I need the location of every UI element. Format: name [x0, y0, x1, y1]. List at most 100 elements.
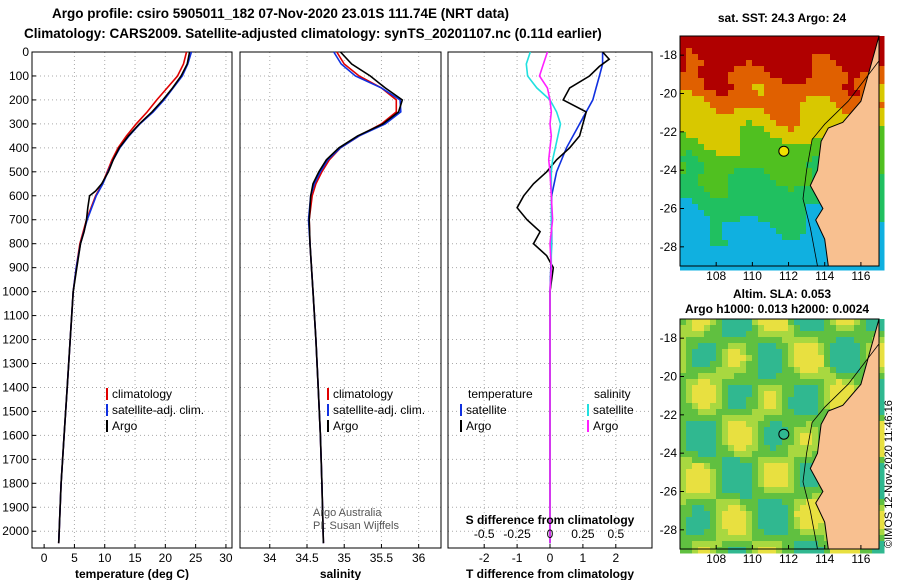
map-cell — [776, 210, 783, 217]
map-cell — [764, 60, 771, 67]
y-tick-label: 1900 — [2, 500, 29, 514]
map-cell — [818, 319, 825, 326]
map-cell — [812, 60, 819, 67]
map-cell — [818, 415, 825, 422]
map-cell — [746, 433, 753, 440]
map-cell — [752, 156, 759, 163]
map-cell — [788, 54, 795, 61]
map-cell — [746, 523, 753, 530]
map-cell — [770, 102, 777, 109]
map-cell — [728, 252, 735, 259]
map-cell — [818, 132, 825, 139]
map-cell — [698, 409, 705, 416]
map-cell — [854, 379, 861, 386]
map-cell — [788, 523, 795, 530]
map-cell — [686, 102, 693, 109]
map-cell — [716, 529, 723, 536]
map-cell — [782, 343, 789, 350]
map-cell — [788, 180, 795, 187]
map-cell — [698, 355, 705, 362]
map-cell — [734, 535, 741, 542]
map-cell — [686, 132, 693, 139]
map-cell — [770, 463, 777, 470]
map-cell — [818, 78, 825, 85]
map-cell — [740, 162, 747, 169]
map-cell — [776, 457, 783, 464]
map-cell — [686, 379, 693, 386]
map-cell — [800, 499, 807, 506]
map-cell — [692, 481, 699, 488]
map-cell — [692, 114, 699, 121]
map-cell — [800, 427, 807, 434]
s-tick-label: -0.25 — [503, 527, 531, 541]
map-lon-label: 110 — [743, 269, 762, 283]
map-cell — [740, 258, 747, 265]
map-cell — [698, 54, 705, 61]
map-cell — [722, 379, 729, 386]
map-cell — [680, 114, 687, 121]
map-cell — [806, 174, 813, 181]
map-cell — [734, 439, 741, 446]
map-cell — [752, 433, 759, 440]
map-cell — [722, 325, 729, 332]
map-cell — [812, 319, 819, 326]
map-cell — [830, 120, 837, 127]
map-cell — [758, 54, 765, 61]
map-cell — [800, 156, 807, 163]
map-cell — [770, 120, 777, 127]
map-cell — [728, 120, 735, 127]
map-cell — [818, 96, 825, 103]
map-cell — [752, 499, 759, 506]
map-cell — [794, 319, 801, 326]
map-cell — [776, 409, 783, 416]
map-cell — [794, 120, 801, 127]
map-cell — [734, 168, 741, 175]
map-cell — [692, 264, 699, 271]
map-cell — [794, 60, 801, 67]
map-cell — [692, 90, 699, 97]
map-cell — [752, 469, 759, 476]
map-cell — [800, 391, 807, 398]
map-cell — [740, 180, 747, 187]
map-cell — [788, 451, 795, 458]
differences-series-s-argo — [538, 51, 554, 544]
map-cell — [740, 511, 747, 518]
map-cell — [686, 397, 693, 404]
map-cell — [704, 457, 711, 464]
map-cell — [734, 427, 741, 434]
map-cell — [860, 42, 867, 49]
map-cell — [830, 325, 837, 332]
map-cell — [806, 162, 813, 169]
map-cell — [758, 210, 765, 217]
map-cell — [722, 138, 729, 145]
map-cell — [782, 457, 789, 464]
map-cell — [770, 487, 777, 494]
map-cell — [770, 367, 777, 374]
map-cell — [686, 126, 693, 133]
map-cell — [692, 246, 699, 253]
map-cell — [812, 379, 819, 386]
x-tick-label: 0 — [547, 551, 554, 565]
map-cell — [680, 451, 687, 458]
map-cell — [752, 108, 759, 115]
map-cell — [848, 367, 855, 374]
map-cell — [692, 379, 699, 386]
map-cell — [710, 427, 717, 434]
map-cell — [812, 439, 819, 446]
map-cell — [848, 84, 855, 91]
map-cell — [680, 150, 687, 157]
map-cell — [776, 487, 783, 494]
map-cell — [878, 54, 885, 61]
map-cell — [722, 168, 729, 175]
map-cell — [788, 234, 795, 241]
map-cell — [740, 403, 747, 410]
map-cell — [824, 403, 831, 410]
map-cell — [788, 132, 795, 139]
map-cell — [788, 325, 795, 332]
map-cell — [686, 180, 693, 187]
y-tick-label: 100 — [9, 69, 29, 83]
map-cell — [758, 463, 765, 470]
map-cell — [740, 355, 747, 362]
map-cell — [800, 541, 807, 548]
map-cell — [680, 487, 687, 494]
